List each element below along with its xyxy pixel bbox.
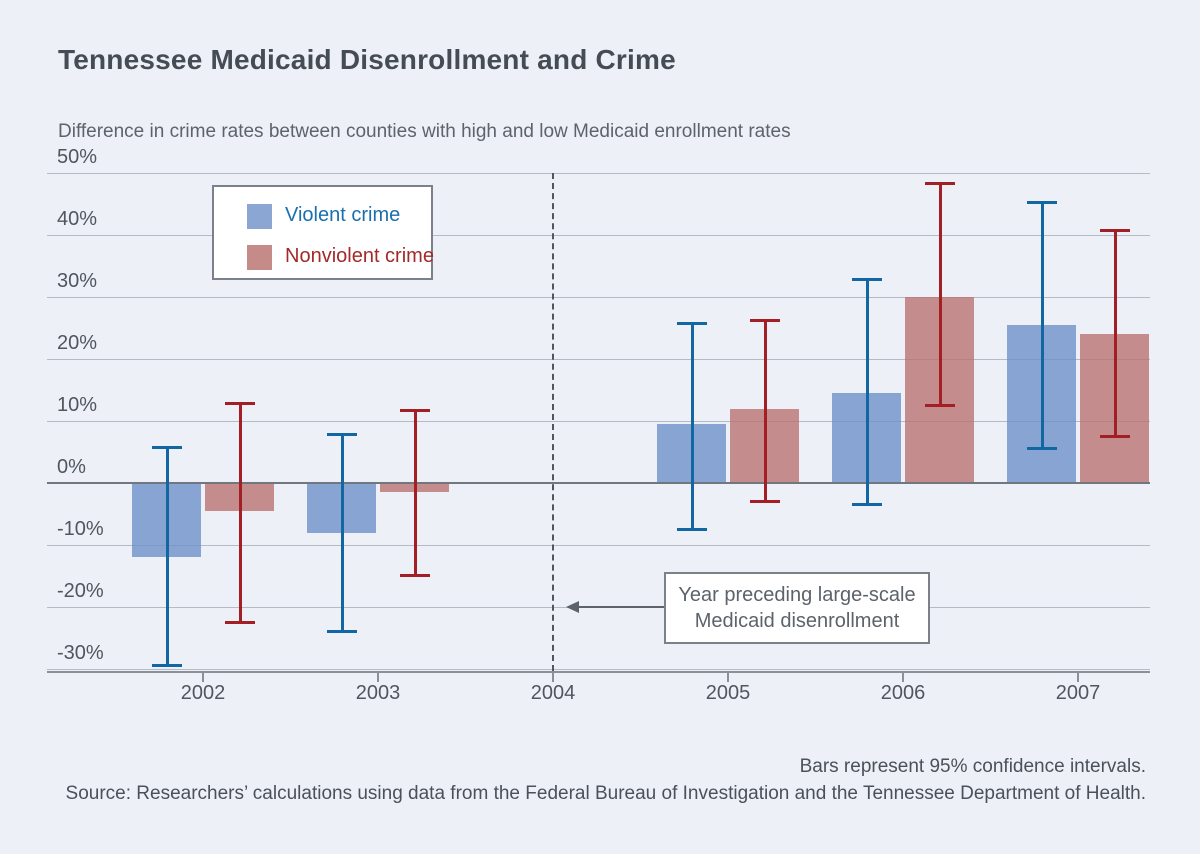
y-tick-label: -10% — [57, 518, 104, 540]
ci-cap-bottom — [327, 630, 357, 633]
source-note: Source: Researchers’ calculations using … — [65, 783, 1146, 804]
y-tick-label: 50% — [57, 146, 98, 168]
x-tick-mark — [552, 673, 554, 682]
ci-line — [341, 433, 344, 632]
chart-subtitle: Difference in crime rates between counti… — [58, 121, 791, 142]
confidence-note: Bars represent 95% confidence intervals. — [799, 756, 1146, 777]
ci-cap-top — [1027, 201, 1057, 204]
y-tick-label: 30% — [57, 270, 98, 292]
ci-cap-bottom — [750, 500, 780, 503]
ci-line — [414, 409, 417, 576]
violent-crime-swatch — [247, 204, 272, 229]
grid-line — [47, 545, 1150, 546]
ci-cap-bottom — [1100, 435, 1130, 438]
ci-cap-top — [750, 319, 780, 322]
x-tick-label: 2004 — [530, 682, 576, 704]
y-tick-label: 10% — [57, 394, 98, 416]
x-tick-mark — [202, 673, 204, 682]
y-tick-label: 20% — [57, 332, 98, 354]
grid-line — [47, 297, 1150, 298]
y-tick-label: -30% — [57, 642, 104, 664]
grid-line — [47, 235, 1150, 236]
annotation-arrow — [578, 606, 664, 608]
ci-line — [866, 278, 869, 505]
y-tick-label: -20% — [57, 580, 104, 602]
grid-line — [47, 173, 1150, 174]
event-year-dashed-line — [552, 173, 554, 671]
ci-line — [939, 182, 942, 406]
ci-cap-top — [925, 182, 955, 185]
ci-cap-top — [852, 278, 882, 281]
annotation-callout: Year preceding large-scale Medicaid dise… — [664, 572, 930, 644]
legend: Violent crime Nonviolent crime — [212, 185, 434, 280]
ci-cap-bottom — [852, 503, 882, 506]
ci-cap-bottom — [925, 404, 955, 407]
x-tick-mark — [727, 673, 729, 682]
x-tick-label: 2006 — [880, 682, 926, 704]
ci-cap-top — [327, 433, 357, 436]
x-axis-line — [47, 671, 1150, 673]
ci-line — [239, 402, 242, 623]
ci-line — [1114, 229, 1117, 437]
y-tick-label: 40% — [57, 208, 98, 230]
ci-cap-bottom — [225, 621, 255, 624]
x-tick-label: 2007 — [1055, 682, 1101, 704]
page-title: Tennessee Medicaid Disenrollment and Cri… — [58, 44, 676, 75]
ci-line — [166, 446, 169, 666]
chart-footer: Bars represent 95% confidence intervals.… — [54, 753, 1146, 807]
ci-cap-bottom — [677, 528, 707, 531]
x-tick-label: 2003 — [355, 682, 401, 704]
legend-label: Nonviolent crime — [285, 245, 434, 267]
x-tick-label: 2002 — [180, 682, 226, 704]
annotation-line-1: Year preceding large-scale — [678, 584, 916, 606]
ci-line — [691, 322, 694, 530]
x-tick-mark — [902, 673, 904, 682]
ci-cap-top — [1100, 229, 1130, 232]
grid-line — [47, 669, 1150, 670]
ci-line — [764, 319, 767, 502]
ci-cap-bottom — [152, 664, 182, 667]
annotation-arrowhead-icon — [566, 601, 579, 613]
legend-label: Violent crime — [285, 204, 401, 226]
annotation-line-2: Medicaid disenrollment — [694, 610, 900, 632]
ci-line — [1041, 201, 1044, 449]
ci-cap-top — [225, 402, 255, 405]
grid-line — [47, 359, 1150, 360]
zero-axis-line — [47, 482, 1150, 484]
ci-cap-bottom — [400, 574, 430, 577]
x-tick-mark — [1077, 673, 1079, 682]
y-tick-label: 0% — [57, 456, 86, 478]
grid-line — [47, 421, 1150, 422]
ci-cap-top — [677, 322, 707, 325]
ci-cap-top — [400, 409, 430, 412]
ci-cap-bottom — [1027, 447, 1057, 450]
nonviolent-crime-swatch — [247, 245, 272, 270]
ci-cap-top — [152, 446, 182, 449]
x-tick-mark — [377, 673, 379, 682]
x-tick-label: 2005 — [705, 682, 751, 704]
